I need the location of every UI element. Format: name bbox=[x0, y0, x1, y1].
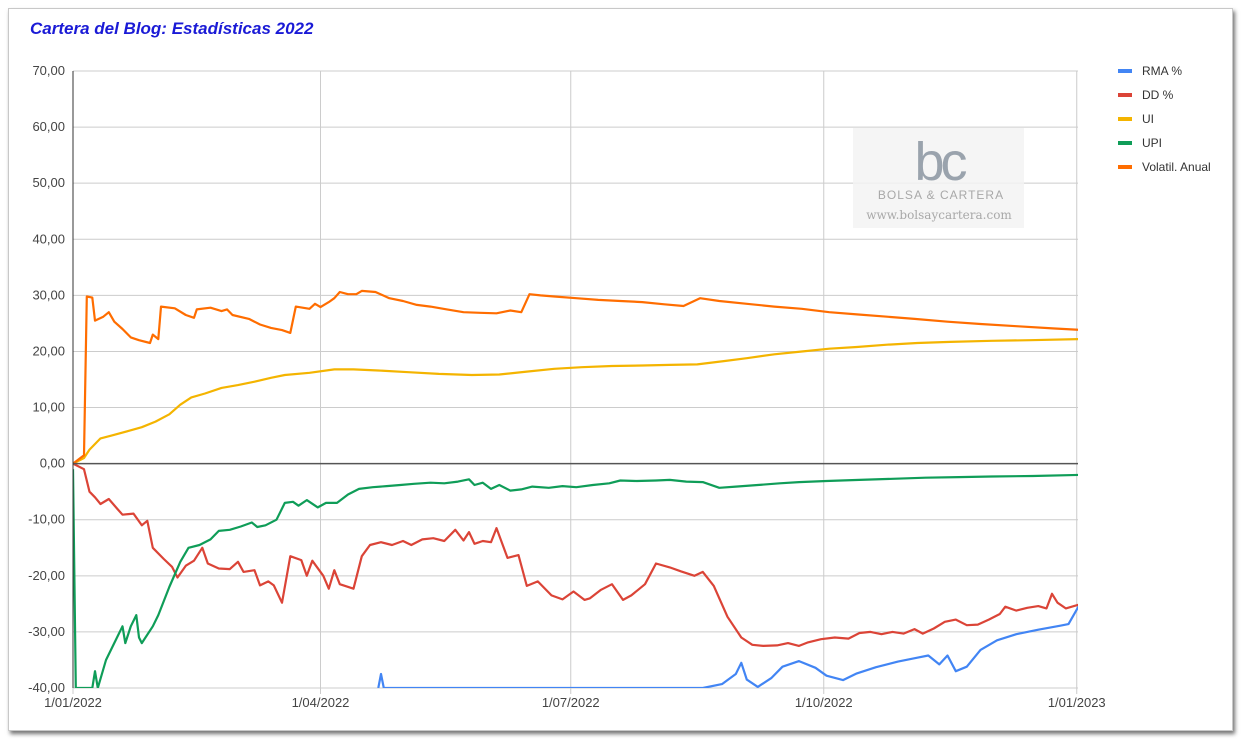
x-tick-label: 1/07/2022 bbox=[542, 695, 600, 710]
y-tick-label: -40,00 bbox=[28, 680, 65, 695]
x-tick-label: 1/01/2022 bbox=[44, 695, 102, 710]
legend-label: DD % bbox=[1142, 88, 1174, 102]
y-tick-label: 50,00 bbox=[32, 175, 65, 190]
x-tick-label: 1/01/2023 bbox=[1048, 695, 1106, 710]
watermark-logo: bc bbox=[914, 132, 966, 192]
y-tick-label: 20,00 bbox=[32, 343, 65, 358]
y-tick-label: 30,00 bbox=[32, 287, 65, 302]
series-line-upi bbox=[73, 469, 1078, 688]
legend-swatch bbox=[1118, 165, 1132, 169]
series-line-dd bbox=[73, 462, 1078, 648]
legend: RMA % DD % UI UPI Volatil. Anual bbox=[1118, 64, 1211, 174]
series-line-rma bbox=[377, 605, 1078, 688]
y-tick-label: 0,00 bbox=[40, 456, 65, 471]
watermark-name: BOLSA & CARTERA bbox=[878, 188, 1004, 202]
y-tick-label: -10,00 bbox=[28, 512, 65, 527]
legend-label: Volatil. Anual bbox=[1142, 160, 1211, 174]
series-lines bbox=[73, 289, 1078, 688]
y-tick-label: -20,00 bbox=[28, 568, 65, 583]
y-tick-label: 10,00 bbox=[32, 400, 65, 415]
legend-swatch bbox=[1118, 117, 1132, 121]
y-tick-label: -30,00 bbox=[28, 624, 65, 639]
legend-label: UI bbox=[1142, 112, 1154, 126]
chart-card bbox=[8, 8, 1233, 731]
x-tick-label: 1/04/2022 bbox=[292, 695, 350, 710]
legend-swatch bbox=[1118, 93, 1132, 97]
chart-title: Cartera del Blog: Estadísticas 2022 bbox=[30, 19, 314, 38]
watermark-url: www.bolsaycartera.com bbox=[866, 208, 1012, 222]
axes: 70,00 60,00 50,00 40,00 30,00 20,00 10,00 0,00 -… bbox=[28, 63, 1106, 710]
legend-swatch bbox=[1118, 69, 1132, 73]
y-tick-label: 70,00 bbox=[32, 63, 65, 78]
series-line-volatil-anual bbox=[73, 289, 1078, 465]
legend-label: RMA % bbox=[1142, 64, 1182, 78]
legend-label: UPI bbox=[1142, 136, 1162, 150]
watermark-background bbox=[853, 128, 1024, 228]
legend-swatch bbox=[1118, 141, 1132, 145]
y-tick-label: 60,00 bbox=[32, 119, 65, 134]
series-line-ui bbox=[73, 338, 1078, 465]
y-tick-label: 40,00 bbox=[32, 231, 65, 246]
x-tick-label: 1/10/2022 bbox=[795, 695, 853, 710]
